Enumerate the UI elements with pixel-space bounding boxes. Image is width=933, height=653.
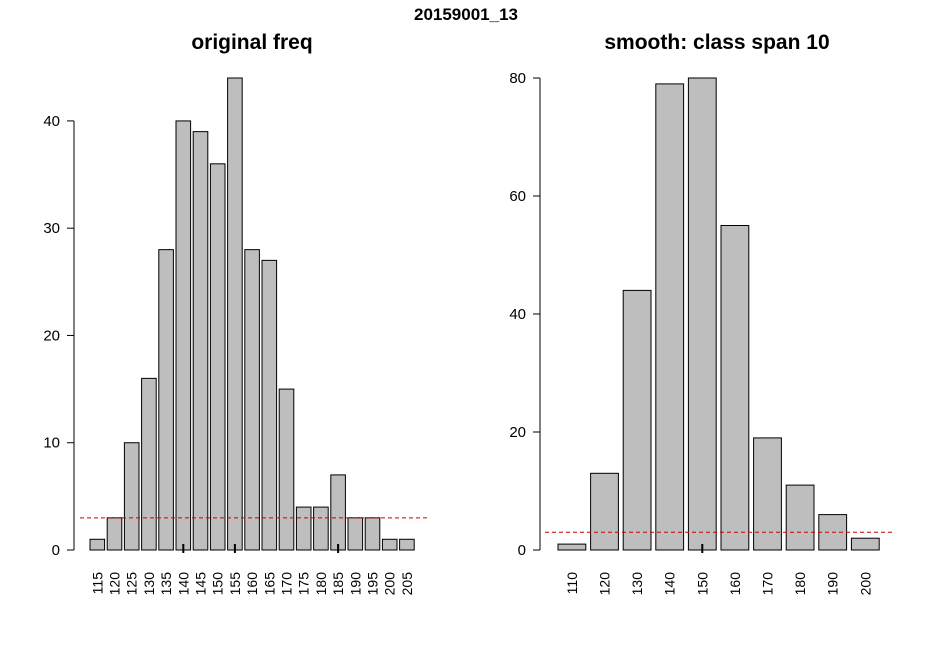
x-tick-label: 160 (727, 572, 743, 596)
bar-125 (123, 442, 140, 551)
x-tick-label: 185 (330, 572, 346, 596)
x-tick-label: 170 (279, 572, 295, 596)
bar-180 (785, 484, 815, 551)
x-tick-label: 155 (227, 572, 243, 596)
bar-170 (753, 437, 782, 551)
x-tick-label: 160 (244, 572, 260, 596)
bar-115 (89, 538, 106, 551)
x-tick-label: 200 (382, 572, 398, 596)
x-tick-label: 110 (564, 572, 580, 595)
x-tick-label: 130 (141, 572, 157, 596)
bar-130 (141, 377, 157, 551)
bar-200 (381, 538, 398, 551)
bar-130 (622, 289, 652, 551)
y-tick-label: 20 (509, 424, 526, 441)
y-tick-label: 10 (43, 435, 60, 452)
x-tick-label: 145 (193, 572, 209, 596)
bar-110 (557, 543, 587, 551)
bar-180 (313, 506, 329, 551)
bar-140 (655, 83, 685, 551)
bar-160 (244, 249, 260, 551)
y-tick-label: 60 (509, 188, 526, 205)
y-tick-label: 40 (43, 113, 60, 130)
x-tick-label: 150 (210, 572, 226, 596)
bar-145 (192, 131, 209, 551)
panel-smooth: smooth: class span 10 0 20 40 60 80 110 120 130… (509, 31, 893, 595)
bar-120 (106, 517, 123, 551)
bar-155 (227, 77, 243, 551)
x-tick-label: 170 (760, 572, 776, 596)
bar-160 (720, 225, 750, 551)
bar-150 (687, 77, 717, 551)
bar-175 (295, 506, 312, 551)
x-tick-label: 115 (89, 572, 105, 595)
x-tick-label: 175 (296, 572, 312, 596)
y-tick-label: 20 (43, 327, 60, 344)
bar-205 (399, 538, 415, 551)
bar-140 (175, 120, 192, 551)
bar-200 (850, 537, 880, 551)
panel-title-original: original freq (191, 31, 312, 54)
x-tick-label: 190 (825, 572, 841, 596)
bar-120 (590, 472, 619, 551)
x-tick-label: 120 (597, 572, 613, 596)
bar-150 (209, 163, 226, 551)
x-tick-label: 130 (629, 572, 645, 596)
x-tick-label: 140 (662, 572, 678, 596)
figure-suptitle: 20159001_13 (414, 5, 518, 24)
y-tick-label: 40 (509, 306, 526, 323)
x-tick-label: 150 (694, 572, 710, 596)
bar-190 (347, 517, 364, 551)
bar-185 (330, 474, 346, 551)
x-tick-label: 125 (124, 572, 140, 596)
x-tick-label: 135 (158, 572, 174, 596)
bar-135 (158, 249, 174, 551)
x-tick-label: 120 (107, 572, 123, 596)
x-tick-label: 200 (857, 572, 873, 596)
bar-170 (278, 388, 295, 551)
x-tick-label: 140 (175, 572, 191, 596)
bar-165 (261, 259, 278, 551)
bar-195 (364, 517, 381, 551)
x-tick-label: 205 (399, 572, 415, 596)
x-tick-label: 180 (792, 572, 808, 596)
x-tick-label: 190 (347, 572, 363, 596)
y-tick-label: 0 (52, 542, 60, 559)
y-tick-label: 30 (43, 220, 60, 237)
x-tick-label: 165 (261, 572, 277, 596)
y-tick-label: 80 (509, 70, 526, 87)
x-tick-label: 180 (313, 572, 329, 596)
x-tick-label: 195 (365, 572, 381, 596)
y-tick-label: 0 (518, 542, 526, 559)
panel-title-smooth: smooth: class span 10 (604, 31, 829, 54)
